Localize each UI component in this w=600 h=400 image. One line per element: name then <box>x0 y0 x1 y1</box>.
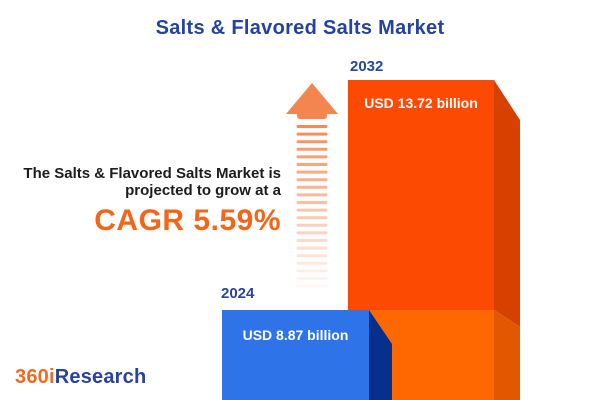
bar-2032 <box>348 80 520 400</box>
arrow-dash <box>296 261 328 265</box>
year-label-2024: 2024 <box>221 285 255 302</box>
bar-2024 <box>222 310 392 400</box>
arrow-dash <box>296 147 328 151</box>
bar-value-2024: USD 8.87 billion <box>242 327 349 343</box>
cagr-value: CAGR 5.59% <box>94 204 281 237</box>
bar-value-2032: USD 13.72 billion <box>364 95 478 111</box>
bar-2024-face <box>222 310 369 400</box>
year-label-2032: 2032 <box>350 58 384 75</box>
arrow-dash <box>296 201 328 204</box>
arrow-dashes <box>296 125 328 288</box>
arrow-dash <box>296 132 328 136</box>
brand-logo-prefix: 360i <box>15 366 55 388</box>
arrow-dash <box>296 125 328 128</box>
bar-2032-side <box>494 80 520 327</box>
annotation-line1: The Salts & Flavored Salts Market is <box>23 165 281 182</box>
arrow-dash <box>296 155 328 159</box>
bar-2024-side <box>369 310 392 400</box>
arrow-dash <box>296 231 328 235</box>
page-title: Salts & Flavored Salts Market <box>155 17 445 39</box>
annotation-line2: projected to grow at a <box>125 182 281 199</box>
brand-logo-suffix: Research <box>54 366 147 388</box>
arrow-dash <box>296 277 328 280</box>
arrow-dash <box>296 163 328 166</box>
arrow-dash <box>296 178 328 182</box>
arrow-stem <box>297 104 327 119</box>
arrow-dash <box>296 269 328 273</box>
bar-2032-overlay-side <box>494 310 520 400</box>
arrow-dash <box>296 284 328 288</box>
arrow-dash <box>296 185 328 189</box>
arrow-dash <box>296 140 328 144</box>
arrow-dash <box>296 208 328 212</box>
growth-annotation: The Salts & Flavored Salts Market is pro… <box>0 165 281 236</box>
arrow-dash <box>296 193 328 197</box>
bar-2032-face <box>348 80 494 310</box>
arrow-dash <box>296 239 328 242</box>
arrow-dash <box>296 246 328 250</box>
arrow-dash <box>296 254 328 258</box>
arrow-dash <box>296 223 328 227</box>
arrow-dash <box>296 170 328 174</box>
brand-logo: 360iResearch <box>15 366 146 389</box>
growth-arrow-icon <box>286 83 338 288</box>
arrow-dash <box>296 216 328 220</box>
